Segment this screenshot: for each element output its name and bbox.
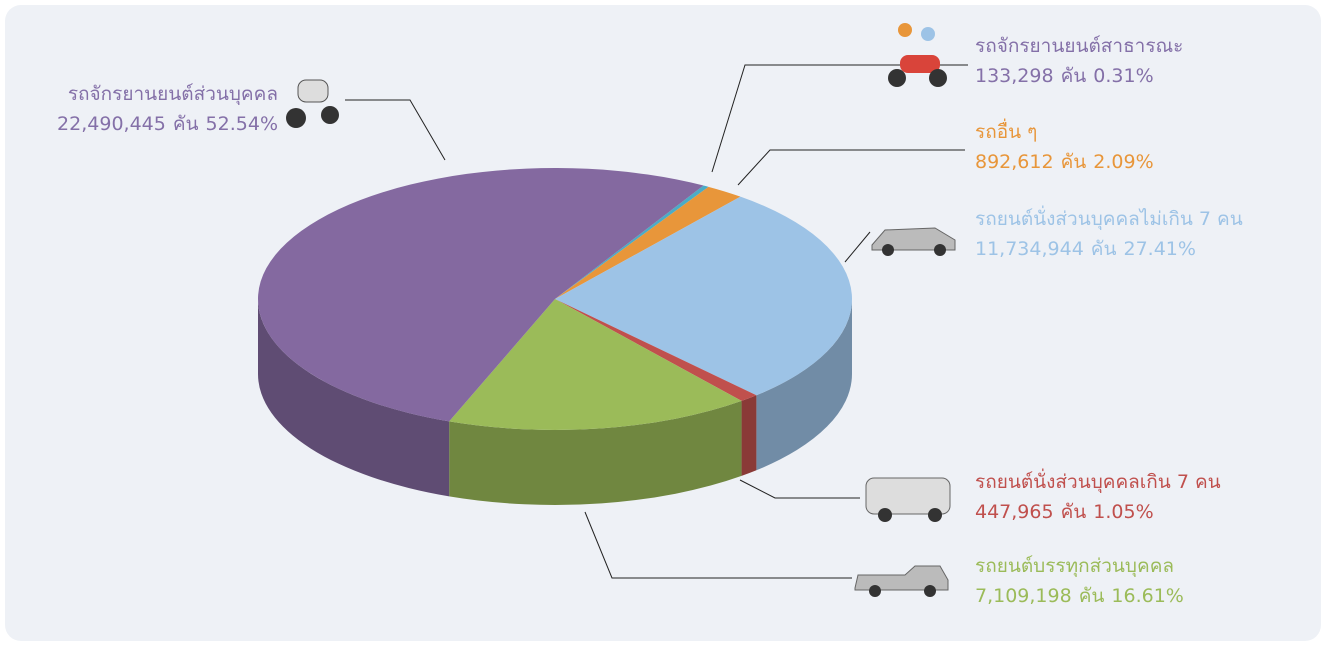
label-name: รถจักรยานยนต์สาธารณะ	[975, 35, 1183, 57]
unit-label: คัน	[1091, 238, 1117, 260]
slice	[555, 185, 709, 299]
leader-line	[584, 511, 852, 579]
leader-line	[737, 149, 965, 186]
percent-label: 1.05%	[1093, 501, 1153, 523]
unit-label: คัน	[173, 113, 199, 135]
slice-side	[756, 299, 852, 471]
label-value: 7,109,198 คัน 16.61%	[975, 585, 1184, 607]
label-name: รถยนต์บรรทุกส่วนบุคคล	[975, 555, 1174, 578]
count-label: 892,612	[975, 151, 1054, 173]
percent-label: 27.41%	[1124, 238, 1196, 260]
icon-car	[871, 227, 956, 256]
percent-label: 52.54%	[206, 113, 278, 135]
unit-label: คัน	[1061, 151, 1087, 173]
leader-line	[739, 479, 860, 499]
leader-lines	[345, 64, 968, 579]
count-label: 447,965	[975, 501, 1054, 523]
count-label: 22,490,445	[57, 113, 166, 135]
slice	[555, 299, 757, 401]
count-label: 11,734,944	[975, 238, 1084, 260]
slice	[555, 186, 741, 299]
slice-side	[449, 400, 742, 505]
percent-label: 0.31%	[1093, 65, 1153, 87]
data-label: รถยนต์นั่งส่วนบุคคลไม่เกิน 7 คน 11,734,94…	[975, 205, 1243, 260]
data-label: รถอื่น ๆ 892,612 คัน 2.09%	[975, 118, 1154, 173]
leader-line	[844, 231, 871, 263]
pie-top	[257, 167, 853, 430]
count-label: 7,109,198	[975, 585, 1072, 607]
label-name: รถอื่น ๆ	[975, 118, 1037, 143]
label-name: รถจักรยานยนต์ส่วนบุคคล	[68, 83, 278, 106]
label-value: 447,965 คัน 1.05%	[975, 501, 1154, 523]
icon-van	[865, 477, 951, 522]
count-label: 133,298	[975, 65, 1054, 87]
slice	[257, 167, 704, 422]
slice	[449, 299, 742, 430]
data-label: รถจักรยานยนต์ส่วนบุคคล 22,490,445 คัน 52.54…	[57, 83, 278, 135]
unit-label: คัน	[1061, 65, 1087, 87]
data-label: รถยนต์บรรทุกส่วนบุคคล 7,109,198 คัน 16.61%	[975, 555, 1184, 607]
icon-taxi-motorcycle	[888, 23, 947, 87]
label-name: รถยนต์นั่งส่วนบุคคลไม่เกิน 7 คน	[975, 205, 1243, 231]
data-label: รถจักรยานยนต์สาธารณะ 133,298 คัน 0.31%	[975, 35, 1183, 87]
leader-line	[345, 99, 446, 161]
leader-line	[711, 64, 968, 173]
percent-label: 16.61%	[1111, 585, 1183, 607]
unit-label: คัน	[1061, 501, 1087, 523]
icon-motorcycle	[286, 79, 339, 128]
label-value: 11,734,944 คัน 27.41%	[975, 238, 1196, 260]
label-value: 133,298 คัน 0.31%	[975, 65, 1154, 87]
label-value: 892,612 คัน 2.09%	[975, 151, 1154, 173]
slice	[555, 196, 853, 396]
data-label: รถยนต์นั่งส่วนบุคคลเกิน 7 คน 447,965 คัน 1.…	[975, 468, 1221, 523]
slice-side	[741, 395, 757, 476]
percent-label: 2.09%	[1093, 151, 1153, 173]
icon-pickup	[854, 565, 949, 597]
label-value: 22,490,445 คัน 52.54%	[57, 113, 278, 135]
pie-sides	[258, 299, 852, 505]
unit-label: คัน	[1079, 585, 1105, 607]
slice-side	[258, 299, 450, 497]
icons	[286, 23, 956, 597]
label-name: รถยนต์นั่งส่วนบุคคลเกิน 7 คน	[975, 468, 1221, 494]
